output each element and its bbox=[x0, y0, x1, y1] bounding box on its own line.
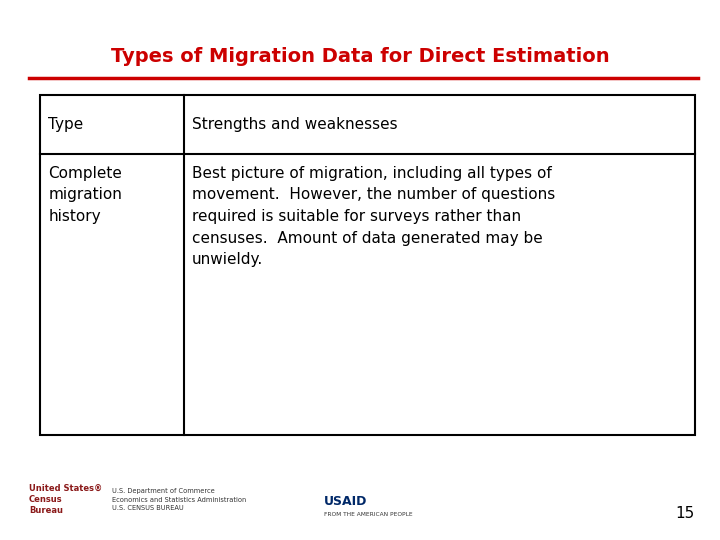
Text: United States®
Census
Bureau: United States® Census Bureau bbox=[29, 484, 102, 515]
Text: Type: Type bbox=[48, 117, 84, 132]
Text: U.S. Department of Commerce
Economics and Statistics Administration
U.S. CENSUS : U.S. Department of Commerce Economics an… bbox=[112, 489, 246, 510]
Text: USAID: USAID bbox=[324, 495, 367, 508]
Text: Types of Migration Data for Direct Estimation: Types of Migration Data for Direct Estim… bbox=[111, 47, 609, 66]
Bar bbox=[40, 94, 695, 435]
Text: Best picture of migration, including all types of
movement.  However, the number: Best picture of migration, including all… bbox=[192, 166, 556, 267]
Text: FROM THE AMERICAN PEOPLE: FROM THE AMERICAN PEOPLE bbox=[324, 511, 413, 517]
Text: 15: 15 bbox=[675, 505, 695, 521]
Text: Complete
migration
history: Complete migration history bbox=[48, 166, 122, 224]
Text: Strengths and weaknesses: Strengths and weaknesses bbox=[192, 117, 398, 132]
